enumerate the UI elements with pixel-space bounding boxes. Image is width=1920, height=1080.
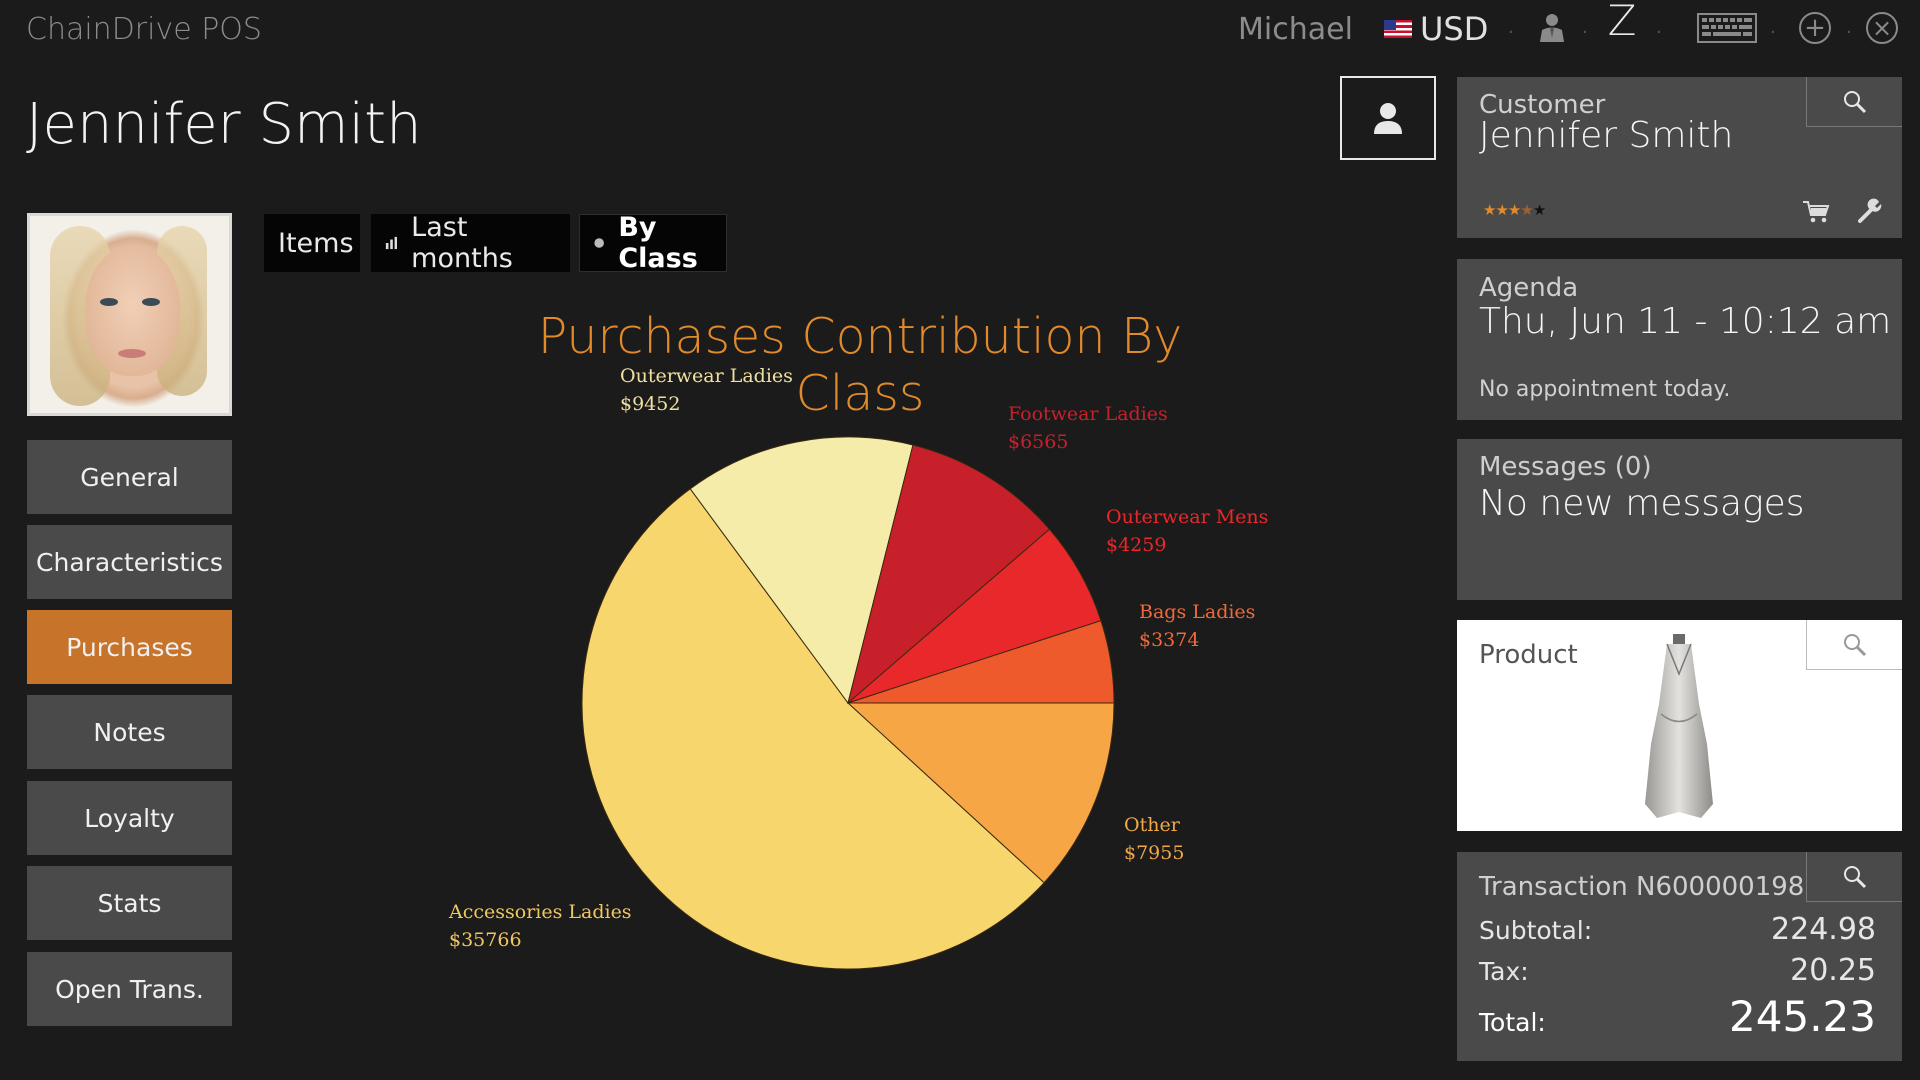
- subtotal-value: 224.98: [1771, 912, 1876, 947]
- product-search-button[interactable]: [1806, 620, 1902, 670]
- keyboard-icon[interactable]: [1696, 10, 1758, 46]
- nav-characteristics[interactable]: Characteristics: [27, 525, 232, 599]
- messages-text: No new messages: [1479, 483, 1805, 524]
- pie-value-label: $6565: [1008, 431, 1068, 453]
- nav-notes[interactable]: Notes: [27, 695, 232, 769]
- toolbar-divider: ·: [1582, 22, 1588, 43]
- currency-label: USD: [1420, 10, 1489, 48]
- tab-by-class[interactable]: By Class: [579, 212, 727, 274]
- pie-value-label: $7955: [1124, 842, 1184, 864]
- tab-last-months[interactable]: Last months: [371, 212, 570, 274]
- subtotal-label: Subtotal:: [1479, 916, 1593, 945]
- transaction-search-button[interactable]: [1806, 852, 1902, 902]
- rating-star: ★: [1532, 201, 1546, 219]
- total-label: Total:: [1479, 1008, 1546, 1037]
- tab-items-label: Items: [278, 227, 354, 259]
- nav-open-trans[interactable]: Open Trans.: [27, 952, 232, 1026]
- total-value: 245.23: [1729, 992, 1876, 1041]
- add-circle-icon[interactable]: +: [1797, 10, 1833, 46]
- agenda-datetime: Thu, Jun 11 - 10:12 am: [1479, 301, 1892, 342]
- salesperson-icon[interactable]: [1534, 10, 1570, 46]
- pie-slice-bags-ladies[interactable]: [847, 620, 1115, 704]
- bar-chart-icon: [385, 236, 398, 250]
- agenda-panel[interactable]: Agenda Thu, Jun 11 - 10:12 am No appoint…: [1457, 259, 1902, 420]
- tab-last-months-label: Last months: [411, 212, 513, 274]
- toolbar-divider: ·: [1656, 22, 1662, 43]
- rating-star: ★: [1495, 201, 1508, 219]
- nav-general[interactable]: General: [27, 440, 232, 514]
- chart-title: Purchases Contribution By Class: [537, 308, 1183, 422]
- pie-label: Outerwear Mens: [1106, 506, 1268, 528]
- pie-slice-other[interactable]: [846, 702, 1115, 884]
- pie-value-label: $35766: [449, 929, 522, 951]
- pie-slice-footwear-ladies[interactable]: [847, 444, 1051, 705]
- pie-label: Other: [1124, 814, 1181, 836]
- nav-purchases[interactable]: Purchases: [27, 610, 232, 684]
- messages-panel[interactable]: Messages (0) No new messages: [1457, 439, 1902, 600]
- customer-panel-label: Customer: [1479, 90, 1606, 120]
- customer-panel: Customer Jennifer Smith ★★★★★: [1457, 77, 1902, 238]
- wrench-icon[interactable]: [1857, 198, 1883, 228]
- pie-value-label: $3374: [1139, 629, 1199, 651]
- current-user[interactable]: Michael: [1238, 12, 1353, 47]
- tab-by-class-label: By Class: [618, 212, 698, 274]
- pie-value-label: $9452: [620, 393, 680, 415]
- tax-label: Tax:: [1479, 957, 1529, 986]
- toolbar-divider: ·: [1846, 22, 1852, 43]
- pie-label: Outerwear Ladies: [620, 365, 793, 387]
- flag-us-icon: [1384, 20, 1412, 38]
- pie-label: Footwear Ladies: [1008, 403, 1168, 425]
- nav-loyalty[interactable]: Loyalty: [27, 781, 232, 855]
- pie-slice-accessories-ladies[interactable]: [581, 488, 1045, 970]
- app-title: ChainDrive POS: [26, 12, 262, 47]
- pie-chart-icon: [594, 238, 604, 248]
- close-circle-icon[interactable]: ×: [1864, 10, 1900, 46]
- nav-stats[interactable]: Stats: [27, 866, 232, 940]
- agenda-label: Agenda: [1479, 273, 1579, 303]
- messages-label: Messages (0): [1479, 452, 1652, 482]
- pie-chart: Other $7955 Accessories Ladies $35766 Outerw…: [448, 365, 1268, 970]
- tab-items[interactable]: Items: [264, 214, 360, 272]
- rating-star: ★: [1520, 201, 1533, 219]
- product-panel[interactable]: Product: [1457, 620, 1902, 831]
- cart-icon[interactable]: [1802, 200, 1830, 228]
- transaction-panel[interactable]: Transaction N600000198 Subtotal: 224.98 …: [1457, 852, 1902, 1061]
- customer-search-button[interactable]: [1806, 77, 1902, 127]
- user-icon: [1374, 103, 1402, 134]
- tax-value: 20.25: [1790, 953, 1876, 988]
- product-label: Product: [1479, 640, 1578, 670]
- toolbar-divider: ·: [1770, 22, 1776, 43]
- pie-label: Accessories Ladies: [448, 901, 632, 923]
- agenda-note: No appointment today.: [1479, 377, 1731, 402]
- rating-star: ★: [1507, 201, 1521, 219]
- z-report-icon[interactable]: Z: [1607, 0, 1637, 45]
- transaction-label: Transaction N600000198: [1479, 872, 1805, 902]
- pie-slice-outerwear-ladies[interactable]: [689, 436, 914, 705]
- search-icon: [1843, 633, 1866, 656]
- toolbar-divider: ·: [1508, 22, 1514, 43]
- pie-label: Bags Ladies: [1139, 601, 1255, 623]
- rating-star: ★: [1483, 201, 1496, 219]
- customer-photo: [27, 213, 232, 416]
- pie-value-label: $4259: [1106, 534, 1166, 556]
- search-icon: [1843, 90, 1866, 113]
- product-dress-image: [1645, 634, 1713, 818]
- customer-rating-stars: ★★★★★: [1483, 201, 1546, 219]
- customer-panel-name: Jennifer Smith: [1479, 115, 1734, 156]
- search-icon: [1843, 865, 1866, 888]
- customer-name-heading: Jennifer Smith: [26, 92, 422, 157]
- currency-selector[interactable]: USD: [1384, 10, 1488, 48]
- customer-avatar-button[interactable]: [1340, 76, 1436, 160]
